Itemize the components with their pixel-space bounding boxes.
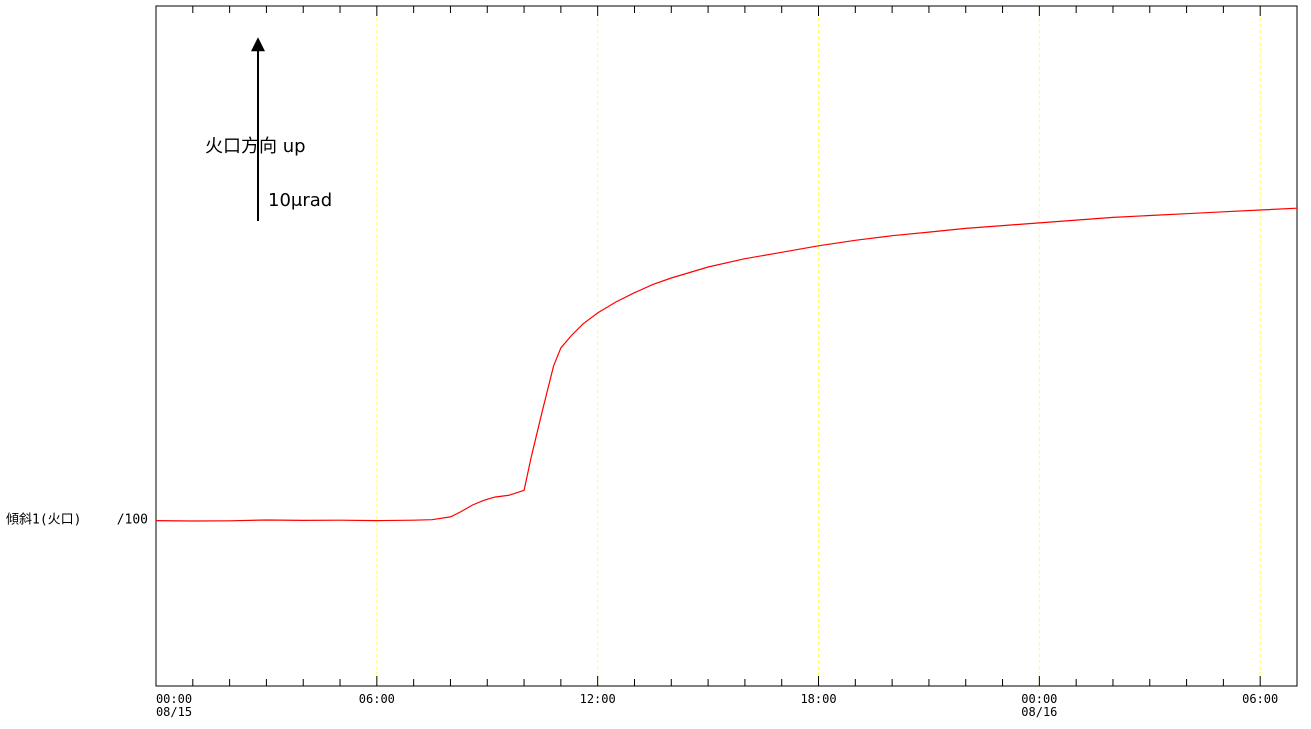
scale-label: 10μrad — [268, 190, 332, 211]
tick-label-time-2: 12:00 — [580, 692, 616, 706]
grid-lines — [376, 6, 1261, 686]
x-axis-ticks — [192, 6, 1261, 686]
scale-annotation: 火口方向 up 10μrad — [205, 37, 332, 221]
tick-label-time-1: 06:00 — [359, 692, 395, 706]
tick-label-date-0: 08/15 — [156, 705, 192, 719]
direction-label: 火口方向 up — [205, 136, 306, 157]
tick-label-time-0: 00:00 — [156, 692, 192, 706]
series-label-name: 傾斜1(火口) — [6, 513, 81, 528]
tick-label-time-5: 06:00 — [1242, 692, 1278, 706]
series-label-scale: /100 — [117, 513, 148, 528]
tick-label-time-3: 18:00 — [800, 692, 836, 706]
series-line-tilt1 — [155, 207, 1298, 522]
scale-arrow-head-icon — [251, 37, 265, 52]
tick-label-time-4: 00:00 — [1021, 692, 1057, 706]
tick-label-date-4: 08/16 — [1021, 705, 1057, 719]
plot-frame — [155, 5, 1298, 687]
